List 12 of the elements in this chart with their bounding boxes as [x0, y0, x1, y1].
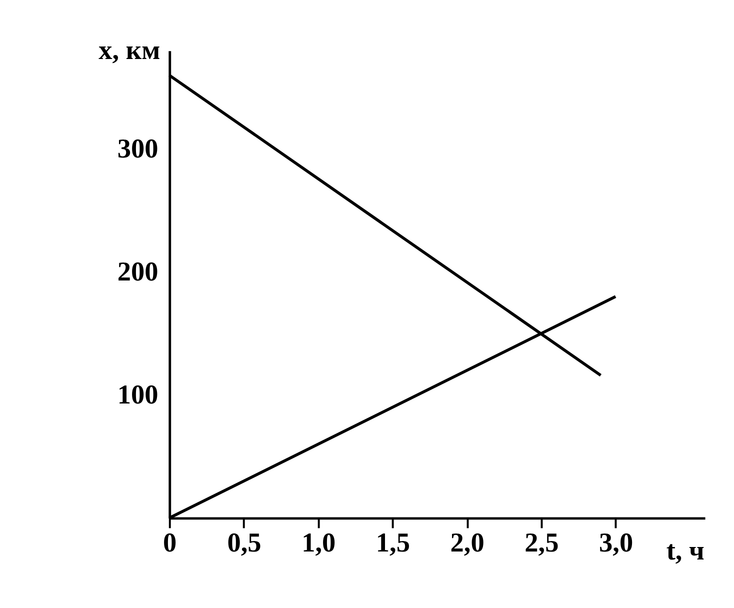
x-tick-label: 0	[163, 528, 177, 558]
y-axis-title: x, км	[98, 34, 160, 65]
x-tick-label: 1,5	[376, 528, 410, 558]
x-tick-label: 1,0	[302, 528, 336, 558]
y-tick-label: 300	[117, 133, 158, 164]
x-tick-label: 2,0	[450, 528, 484, 558]
y-tick-label: 100	[117, 379, 158, 410]
x-tick-label: 0,5	[227, 528, 262, 558]
x-tick-label: 2,5	[524, 528, 559, 558]
x-axis-title: t, ч	[666, 535, 704, 566]
x-tick-label: 3,0	[599, 528, 634, 558]
y-tick-label: 200	[117, 256, 158, 286]
